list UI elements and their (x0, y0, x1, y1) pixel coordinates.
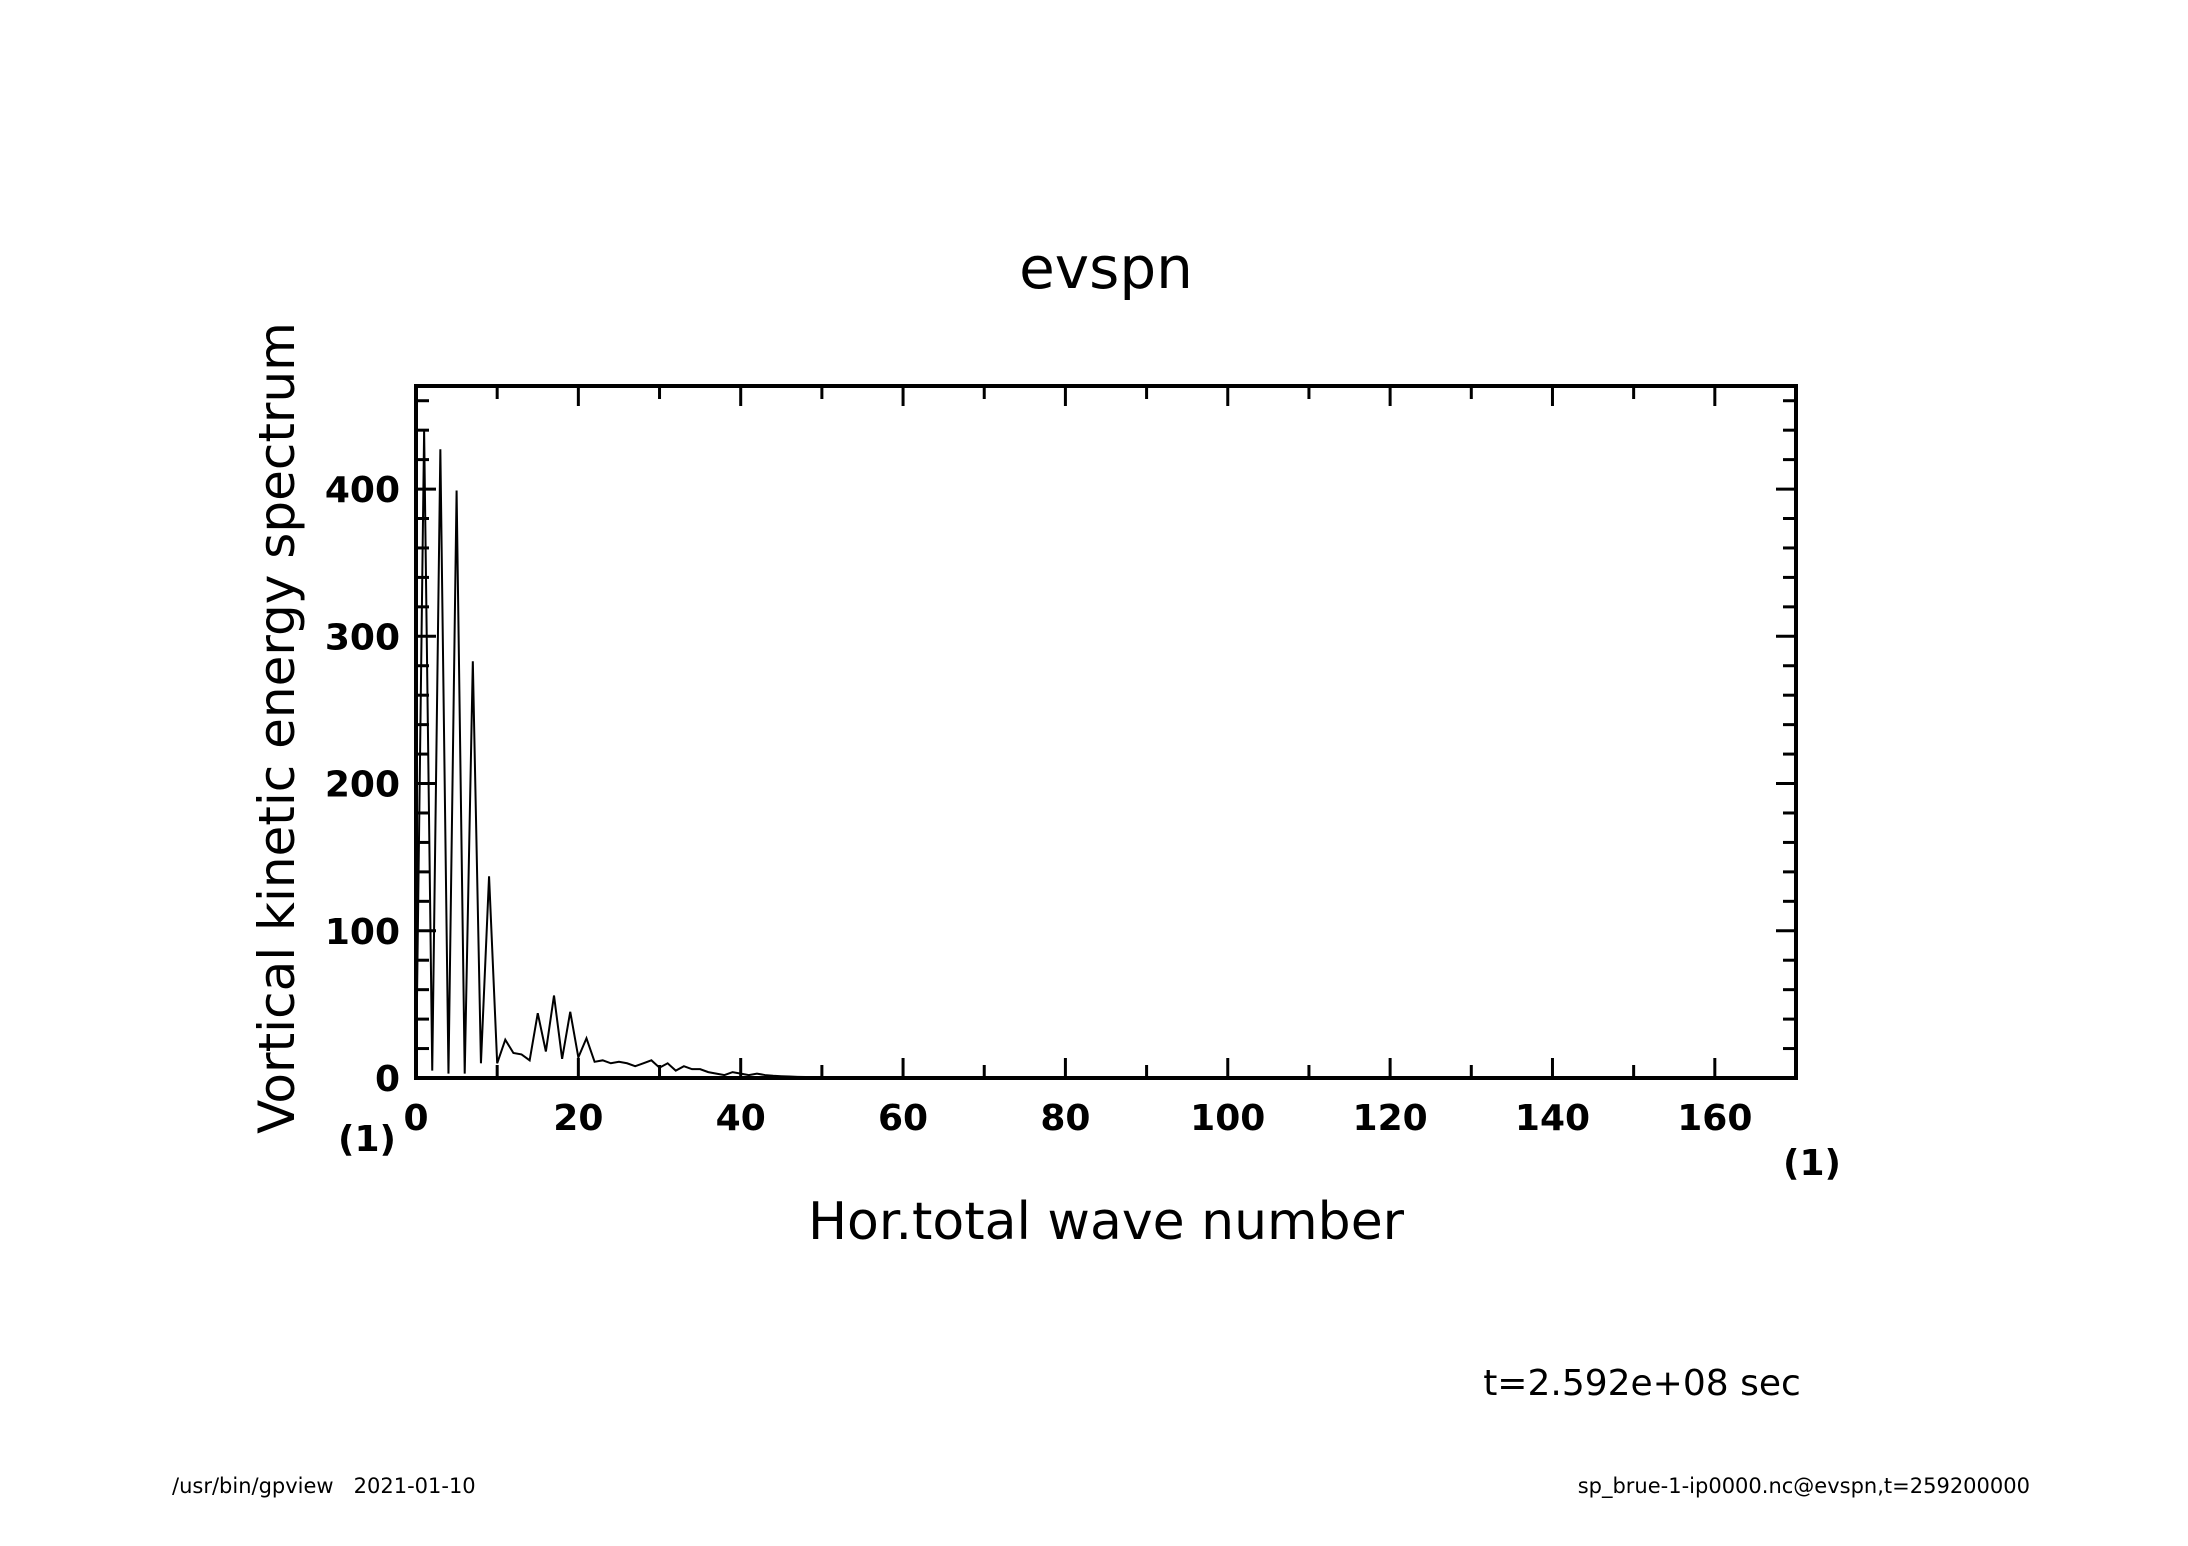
footer-right: sp_brue-1-ip0000.nc@evspn,t=259200000 (1578, 1474, 2030, 1499)
y-axis-unit: (1) (338, 1119, 396, 1160)
y-tick-label: 200 (325, 765, 400, 806)
x-tick-label: 100 (1190, 1098, 1265, 1139)
x-tick-label: 160 (1677, 1098, 1752, 1139)
x-tick-label: 120 (1353, 1098, 1428, 1139)
plot-frame (414, 384, 1798, 1080)
x-tick-label: 80 (1040, 1098, 1090, 1139)
x-axis-label: Hor.total wave number (808, 1192, 1405, 1252)
x-tick-label: 60 (878, 1098, 928, 1139)
chart-title: evspn (1019, 234, 1193, 302)
y-tick-label: 400 (325, 470, 400, 511)
x-tick-label: 20 (553, 1098, 603, 1139)
y-tick-label: 0 (375, 1059, 400, 1100)
x-tick-label: 40 (716, 1098, 766, 1139)
x-tick-label: 0 (403, 1098, 428, 1139)
y-tick-label: 300 (325, 617, 400, 658)
y-axis-label: Vortical kinetic energy spectrum (248, 322, 306, 1134)
footer-left: /usr/bin/gpview 2021-01-10 (172, 1474, 476, 1498)
series-line (415, 430, 1796, 1079)
time-label: t=2.592e+08 sec (1483, 1363, 1801, 1404)
tick-labels: 0 20 40 60 80 100 120 140 160 0 100 200 300 400 (325, 470, 1753, 1139)
x-axis-unit: (1) (1783, 1143, 1841, 1184)
y-tick-label: 100 (325, 912, 400, 953)
x-tick-label: 140 (1515, 1098, 1590, 1139)
axis-ticks (414, 386, 1798, 1080)
